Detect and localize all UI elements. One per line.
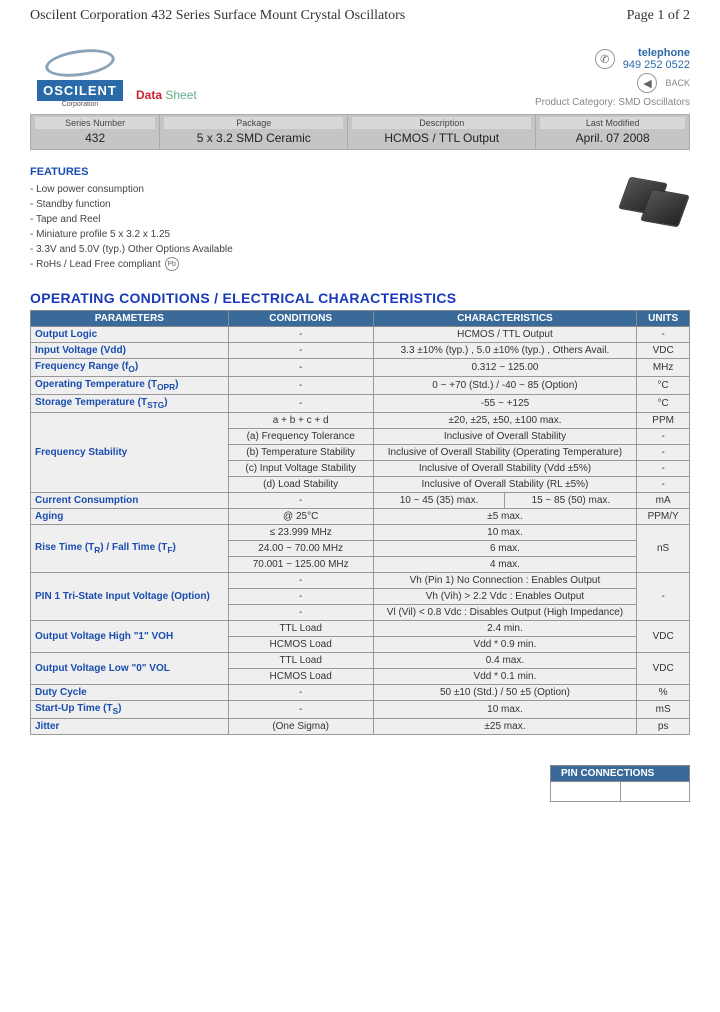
logo-block: OSCILENT Corporation Data Sheet [30,38,197,108]
page-number: Page 1 of 2 [627,8,690,24]
features-title: FEATURES [30,166,233,178]
series-hdr-2: Description [352,117,531,129]
feature-item: Standby function [30,197,233,212]
logo: OSCILENT Corporation [30,38,130,108]
table-row: Start-Up Time (TS) - 10 max. mS [31,701,690,719]
telephone-number: 949 252 0522 [623,59,690,71]
datasheet-label: Data Sheet [136,88,197,108]
chip-image [620,176,690,226]
section-title: OPERATING CONDITIONS / ELECTRICAL CHARAC… [30,290,690,306]
series-bar: Series Number432 Package5 x 3.2 SMD Cera… [30,114,690,150]
series-val-3: April. 07 2008 [540,129,685,147]
table-row: Duty Cycle - 50 ±10 (Std.) / 50 ±5 (Opti… [31,685,690,701]
th-char: CHARACTERISTICS [373,311,637,327]
feature-item: 3.3V and 5.0V (typ.) Other Options Avail… [30,242,233,257]
table-row: Storage Temperature (TSTG) - -55 ~ +125 … [31,395,690,413]
th-unit: UNITS [637,311,690,327]
datasheet-grey: Sheet [162,88,197,102]
series-hdr-0: Series Number [35,117,155,129]
page-header: Oscilent Corporation 432 Series Surface … [0,0,720,28]
table-row: Frequency Stability a + b + c + d ±20, ±… [31,413,690,429]
datasheet-red: Data [136,88,162,102]
pin-connections-body [550,782,690,802]
logo-ring-icon [44,45,117,80]
th-param: PARAMETERS [31,311,229,327]
pin-connections-title: PIN CONNECTIONS [550,765,690,782]
table-row: Jitter (One Sigma) ±25 max. ps [31,719,690,735]
features: FEATURES Low power consumption Standby f… [30,166,233,272]
series-val-0: 432 [35,129,155,147]
logo-sub: Corporation [62,101,99,108]
feature-item: Low power consumption [30,182,233,197]
back-icon[interactable]: ◀ [637,73,657,93]
feature-item: Tape and Reel [30,212,233,227]
doc-title: Oscilent Corporation 432 Series Surface … [30,8,405,24]
table-row: Frequency Range (fO) - 0.312 ~ 125.00 MH… [31,359,690,377]
th-cond: CONDITIONS [228,311,373,327]
logo-name: OSCILENT [37,80,123,101]
table-row: Rise Time (TR) / Fall Time (TF) ≤ 23.999… [31,525,690,541]
table-header-row: PARAMETERS CONDITIONS CHARACTERISTICS UN… [31,311,690,327]
feature-item: Miniature profile 5 x 3.2 x 1.25 [30,227,233,242]
table-row: Operating Temperature (TOPR) - 0 ~ +70 (… [31,377,690,395]
series-val-1: 5 x 3.2 SMD Ceramic [164,129,343,147]
contact-block: ✆ telephone 949 252 0522 ◀ BACK Product … [535,47,690,108]
series-hdr-3: Last Modified [540,117,685,129]
table-row: Current Consumption - 10 ~ 45 (35) max. … [31,493,690,509]
table-row: Output Logic - HCMOS / TTL Output - [31,327,690,343]
back-label[interactable]: BACK [665,78,690,88]
series-hdr-1: Package [164,117,343,129]
rohs-icon: Pb [165,257,179,271]
table-row: PIN 1 Tri-State Input Voltage (Option) -… [31,573,690,589]
feature-item: RoHs / Lead Free compliantPb [30,257,233,272]
phone-icon: ✆ [595,49,615,69]
table-row: Output Voltage High "1" VOH TTL Load2.4 … [31,621,690,637]
series-val-2: HCMOS / TTL Output [352,129,531,147]
table-row: Input Voltage (Vdd) - 3.3 ±10% (typ.) , … [31,343,690,359]
pin-connections-block: PIN CONNECTIONS [30,765,690,802]
table-row: Aging @ 25°C ±5 max. PPM/Y [31,509,690,525]
spec-table: PARAMETERS CONDITIONS CHARACTERISTICS UN… [30,310,690,735]
product-category: Product Category: SMD Oscillators [535,97,690,108]
telephone-label: telephone [623,47,690,59]
table-row: Output Voltage Low "0" VOL TTL Load0.4 m… [31,653,690,669]
